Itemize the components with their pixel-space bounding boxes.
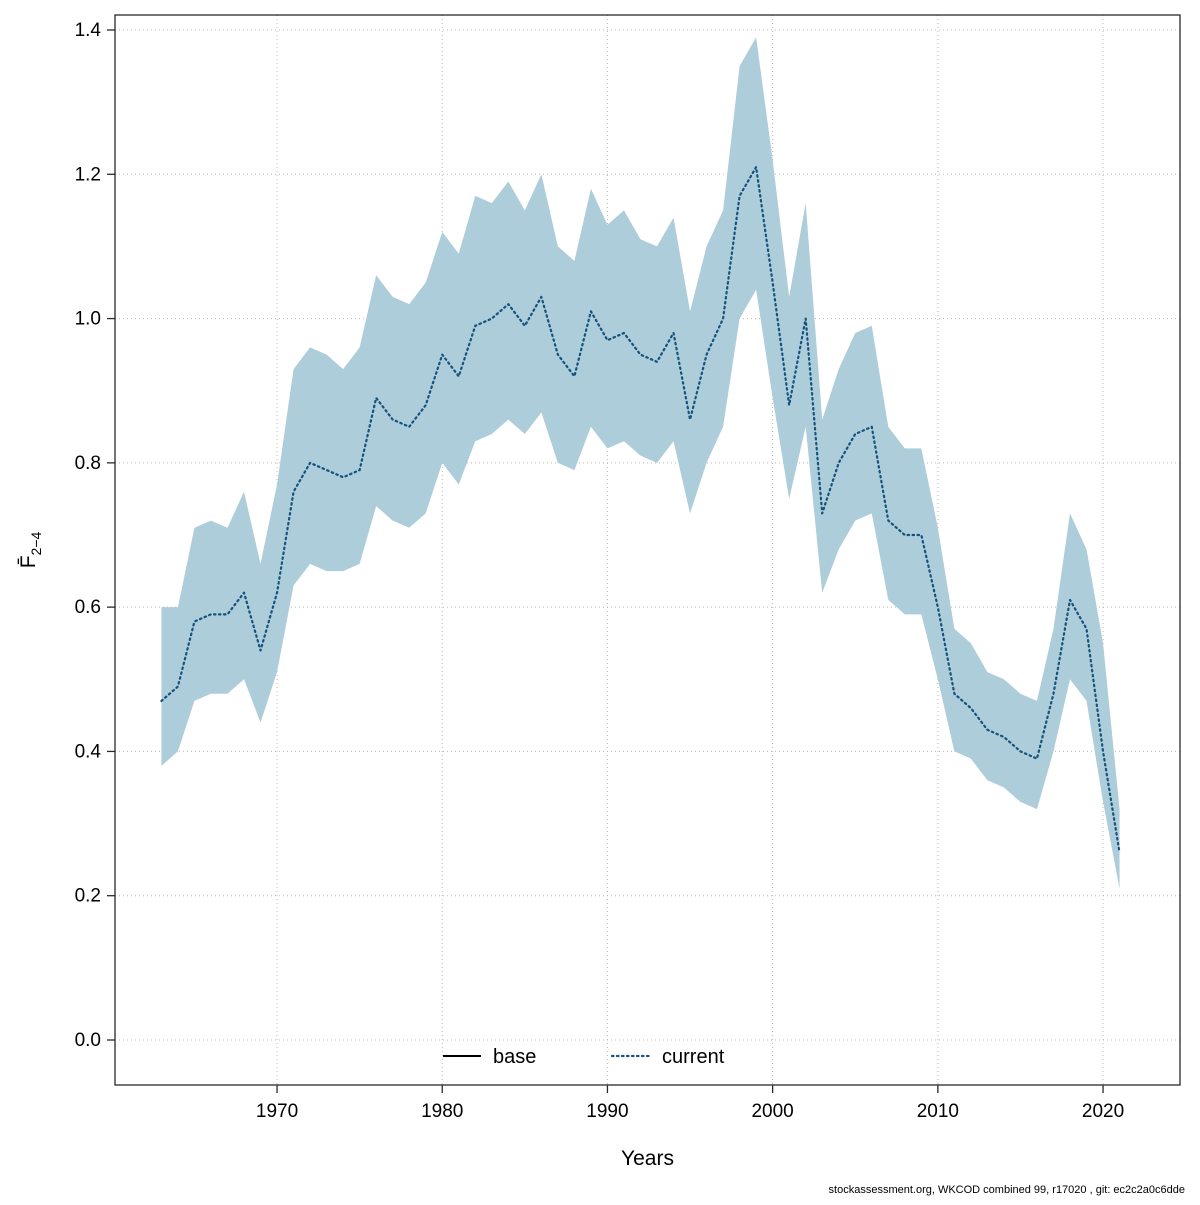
y-tick-label: 0.6 (75, 597, 101, 618)
y-tick-label: 0.8 (75, 453, 101, 474)
x-axis-label: Years (621, 1147, 674, 1170)
y-tick-label: 1.4 (75, 20, 102, 41)
y-tick-label: 1.0 (75, 309, 101, 330)
confidence-band (161, 37, 1120, 889)
y-axis-label: F̄2−4 (17, 531, 44, 568)
y-tick-label: 0.2 (75, 886, 101, 907)
x-tick-label: 2010 (917, 1101, 959, 1122)
axis-ticks: 1970 1980 1990 2000 2010 2020 0.0 0.2 0.4 0.6 0.8 1… (75, 20, 1125, 1122)
legend-base-label: base (493, 1046, 536, 1068)
x-tick-label: 1970 (256, 1101, 298, 1122)
y-tick-label: 1.2 (75, 164, 101, 185)
y-tick-label: 0.0 (75, 1030, 101, 1051)
x-tick-label: 1990 (586, 1101, 628, 1122)
x-tick-label: 2000 (751, 1101, 793, 1122)
legend-current-label: current (662, 1046, 725, 1068)
footer-caption: stockassessment.org, WKCOD combined 99, … (829, 1184, 1185, 1196)
y-tick-label: 0.4 (75, 741, 102, 762)
legend: base current (443, 1046, 725, 1068)
plot-border (114, 14, 1181, 1086)
x-tick-label: 1980 (421, 1101, 463, 1122)
x-tick-label: 2020 (1082, 1101, 1124, 1122)
